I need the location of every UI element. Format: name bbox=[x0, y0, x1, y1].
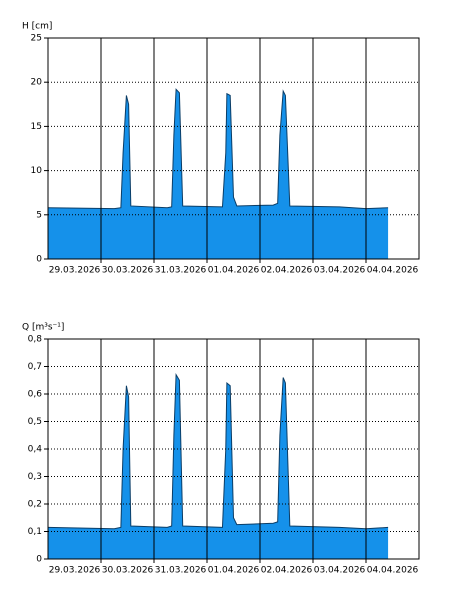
x-tick-label: 31.03.2026 bbox=[155, 266, 207, 276]
x-tick-label: 31.03.2026 bbox=[155, 566, 207, 576]
y-tick-label: 20 bbox=[31, 78, 43, 88]
y-axis-label: Q [m³s⁻¹] bbox=[22, 323, 64, 333]
y-tick-label: 0,8 bbox=[28, 335, 43, 345]
y-tick-label: 0,5 bbox=[28, 417, 42, 427]
x-tick-label: 30.03.2026 bbox=[102, 266, 154, 276]
y-tick-label: 0,1 bbox=[28, 527, 42, 537]
y-tick-label: 10 bbox=[31, 166, 43, 176]
y-tick-label: 0,2 bbox=[28, 500, 42, 510]
y-axis-label: H [cm] bbox=[22, 22, 52, 32]
x-tick-label: 04.04.2026 bbox=[367, 266, 419, 276]
plot-frame bbox=[47, 37, 420, 260]
x-tick-label: 04.04.2026 bbox=[367, 566, 419, 576]
y-tick-label: 5 bbox=[36, 210, 42, 220]
x-tick-label: 29.03.2026 bbox=[49, 566, 101, 576]
area bbox=[48, 89, 389, 259]
y-tick-label: 25 bbox=[31, 34, 42, 44]
y-tick-label: 0,6 bbox=[28, 390, 43, 400]
plot-frame bbox=[47, 338, 420, 560]
y-tick-label: 15 bbox=[31, 122, 42, 132]
x-tick-label: 03.04.2026 bbox=[314, 266, 366, 276]
y-tick-label: 0 bbox=[36, 555, 42, 565]
x-tick-label: 02.04.2026 bbox=[261, 566, 313, 576]
y-tick-label: 0,4 bbox=[28, 445, 43, 455]
x-tick-label: 30.03.2026 bbox=[102, 566, 154, 576]
y-tick-label: 0 bbox=[36, 255, 42, 265]
y-tick-label: 0,7 bbox=[28, 362, 42, 372]
x-tick-label: 01.04.2026 bbox=[208, 566, 260, 576]
x-tick-label: 02.04.2026 bbox=[261, 266, 313, 276]
area-outline bbox=[47, 88, 389, 210]
area-outline bbox=[47, 373, 389, 530]
y-tick-label: 0,3 bbox=[28, 472, 42, 482]
x-tick-label: 03.04.2026 bbox=[314, 566, 366, 576]
area bbox=[48, 374, 389, 559]
x-tick-label: 29.03.2026 bbox=[49, 266, 101, 276]
x-tick-label: 01.04.2026 bbox=[208, 266, 260, 276]
